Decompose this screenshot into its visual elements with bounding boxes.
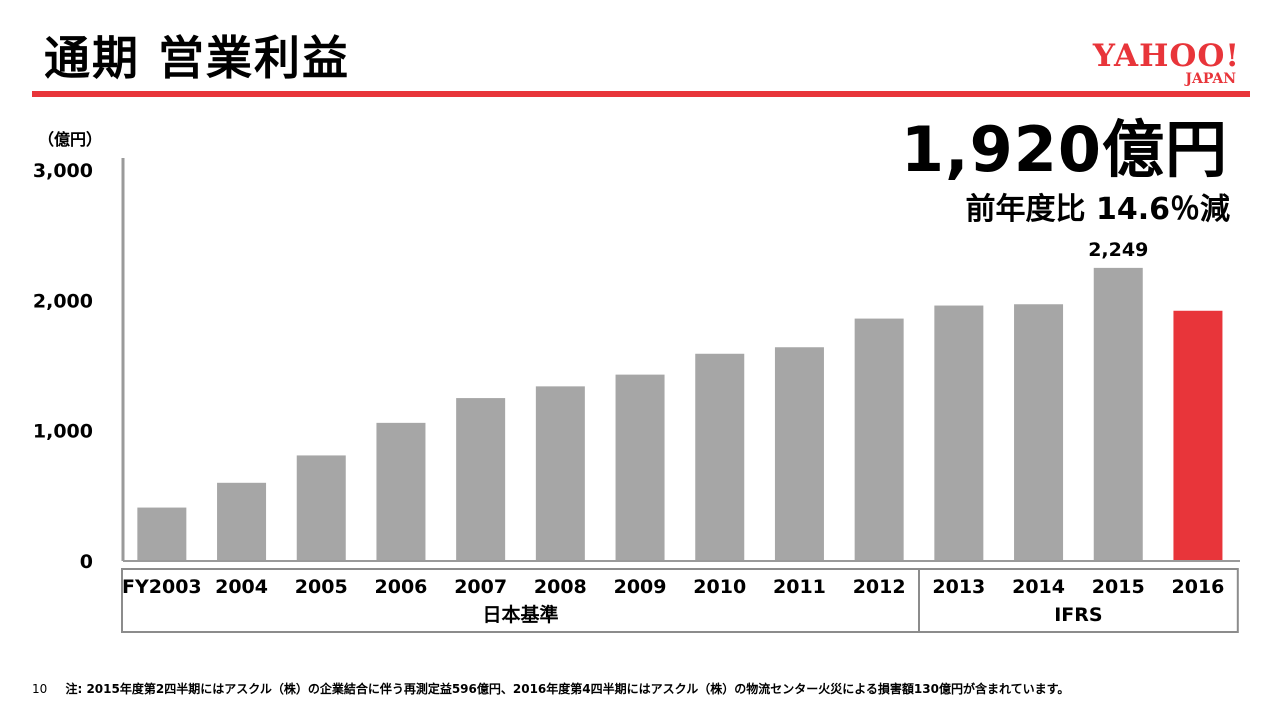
y-axis-unit: （億円）	[38, 130, 103, 149]
x-tick-label: 2012	[853, 576, 906, 598]
x-tick-label: 2005	[295, 576, 348, 598]
x-tick-label: 2015	[1092, 576, 1145, 598]
footnote: 10 注: 2015年度第2四半期にはアスクル（株）の企業結合に伴う再測定益59…	[32, 680, 1069, 697]
x-tick-label: 2008	[534, 576, 587, 598]
x-tick-label: 2007	[454, 576, 507, 598]
bar-2012	[854, 318, 904, 561]
x-tick-label: 2009	[614, 576, 667, 598]
bar-2008	[535, 386, 585, 561]
bar-2006	[376, 422, 426, 561]
group-label: IFRS	[1054, 604, 1102, 626]
x-tick-label: 2014	[1012, 576, 1065, 598]
page-number: 10	[32, 682, 48, 696]
footnote-text: 注: 2015年度第2四半期にはアスクル（株）の企業結合に伴う再測定益596億円…	[65, 682, 1070, 696]
bar-2015	[1093, 267, 1143, 561]
x-tick-label: 2010	[693, 576, 746, 598]
headline-change: 前年度比 14.6％減	[965, 192, 1230, 227]
x-tick-label: 2013	[932, 576, 985, 598]
bar-2016	[1173, 310, 1223, 561]
bar-2014	[1014, 304, 1064, 561]
yahoo-japan-logo: YAHOO! JAPAN	[1070, 40, 1240, 86]
y-tick-label: 0	[80, 551, 93, 573]
page-title: 通期 営業利益	[44, 31, 351, 85]
y-tick-label: 2,000	[33, 290, 93, 312]
data-label: 2,249	[1088, 239, 1148, 261]
bar-2007	[456, 398, 506, 561]
logo-main-text: YAHOO!	[1092, 38, 1240, 74]
y-tick-label: 3,000	[33, 160, 93, 182]
bar-2011	[774, 347, 824, 561]
x-tick-label: 2006	[375, 576, 428, 598]
x-tick-label: 2004	[215, 576, 268, 598]
headline-value: 1,920億円	[900, 113, 1228, 186]
bar-2005	[296, 455, 346, 561]
title-underline	[32, 91, 1250, 97]
x-tick-label: FY2003	[122, 576, 202, 598]
y-tick-label: 1,000	[33, 421, 93, 443]
bar-2004	[217, 482, 267, 561]
group-label: 日本基準	[482, 603, 558, 626]
x-tick-label: 2016	[1172, 576, 1225, 598]
x-tick-label: 2011	[773, 576, 826, 598]
bar-2013	[934, 305, 984, 561]
group-box	[918, 568, 1239, 633]
bar-2009	[615, 374, 665, 561]
logo-sub-text: JAPAN	[1185, 71, 1236, 87]
bar-FY2003	[137, 507, 187, 561]
bar-2010	[695, 353, 745, 561]
